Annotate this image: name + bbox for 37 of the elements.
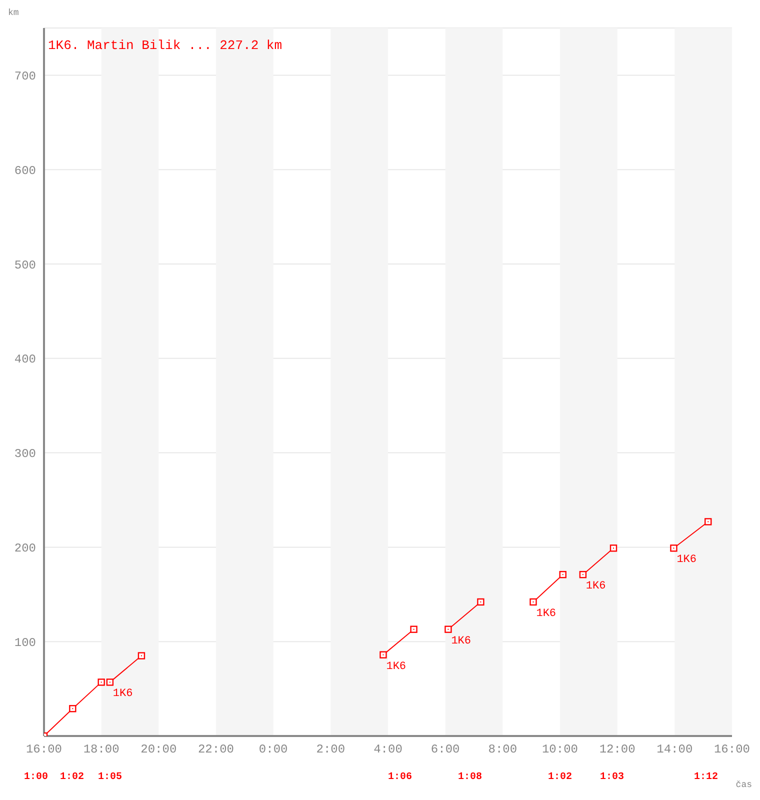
x-tick-label: 2:00 (316, 742, 346, 757)
x-tick-label: 12:00 (599, 742, 636, 757)
x-tick-label: 18:00 (83, 742, 120, 757)
x-tick-label: 14:00 (656, 742, 693, 757)
text: 1:06 (388, 772, 412, 783)
y-tick-label: 200 (14, 541, 36, 556)
x-tick-label: 0:00 (258, 742, 288, 757)
annotation: 1K6 (676, 554, 697, 566)
annotation: 1K6 (386, 660, 406, 673)
y-tick-label: 300 (14, 447, 36, 462)
x-tick-label: 16:00 (26, 742, 62, 757)
y-axis-title: km (8, 8, 19, 18)
y-tick-label: 400 (14, 352, 36, 367)
y-tick-label: 700 (14, 69, 36, 84)
text: 1K6. Martin Bilik ... 227.2 km (48, 38, 282, 53)
text: 1:03 (600, 772, 624, 783)
x-tick-label: 10:00 (542, 742, 578, 757)
text: 1:08 (458, 772, 482, 783)
y-tick-label: 600 (14, 164, 36, 178)
x-tick-label: 8:00 (488, 742, 518, 757)
x-axis-title: čas (736, 780, 752, 790)
annotation: 1K6 (586, 580, 606, 593)
x-tick-label: 22:00 (198, 742, 234, 757)
x-tick-label: 20:00 (140, 742, 177, 757)
annotation: 1K6 (536, 608, 556, 620)
x-tick-label: 6:00 (430, 742, 460, 757)
x-tick-label: 4:00 (374, 742, 402, 757)
annotation: 1K6 (112, 688, 133, 700)
text: 1:02 (548, 772, 572, 783)
annotation: 1K6 (451, 635, 472, 648)
text: 1:02 (60, 772, 84, 783)
text: 1:00 (24, 772, 48, 783)
text: 1:05 (98, 772, 122, 783)
y-tick-label: 100 (14, 636, 36, 650)
text: 1:12 (694, 772, 718, 783)
y-tick-label: 500 (14, 258, 36, 272)
x-tick-label: 16:00 (714, 742, 750, 757)
